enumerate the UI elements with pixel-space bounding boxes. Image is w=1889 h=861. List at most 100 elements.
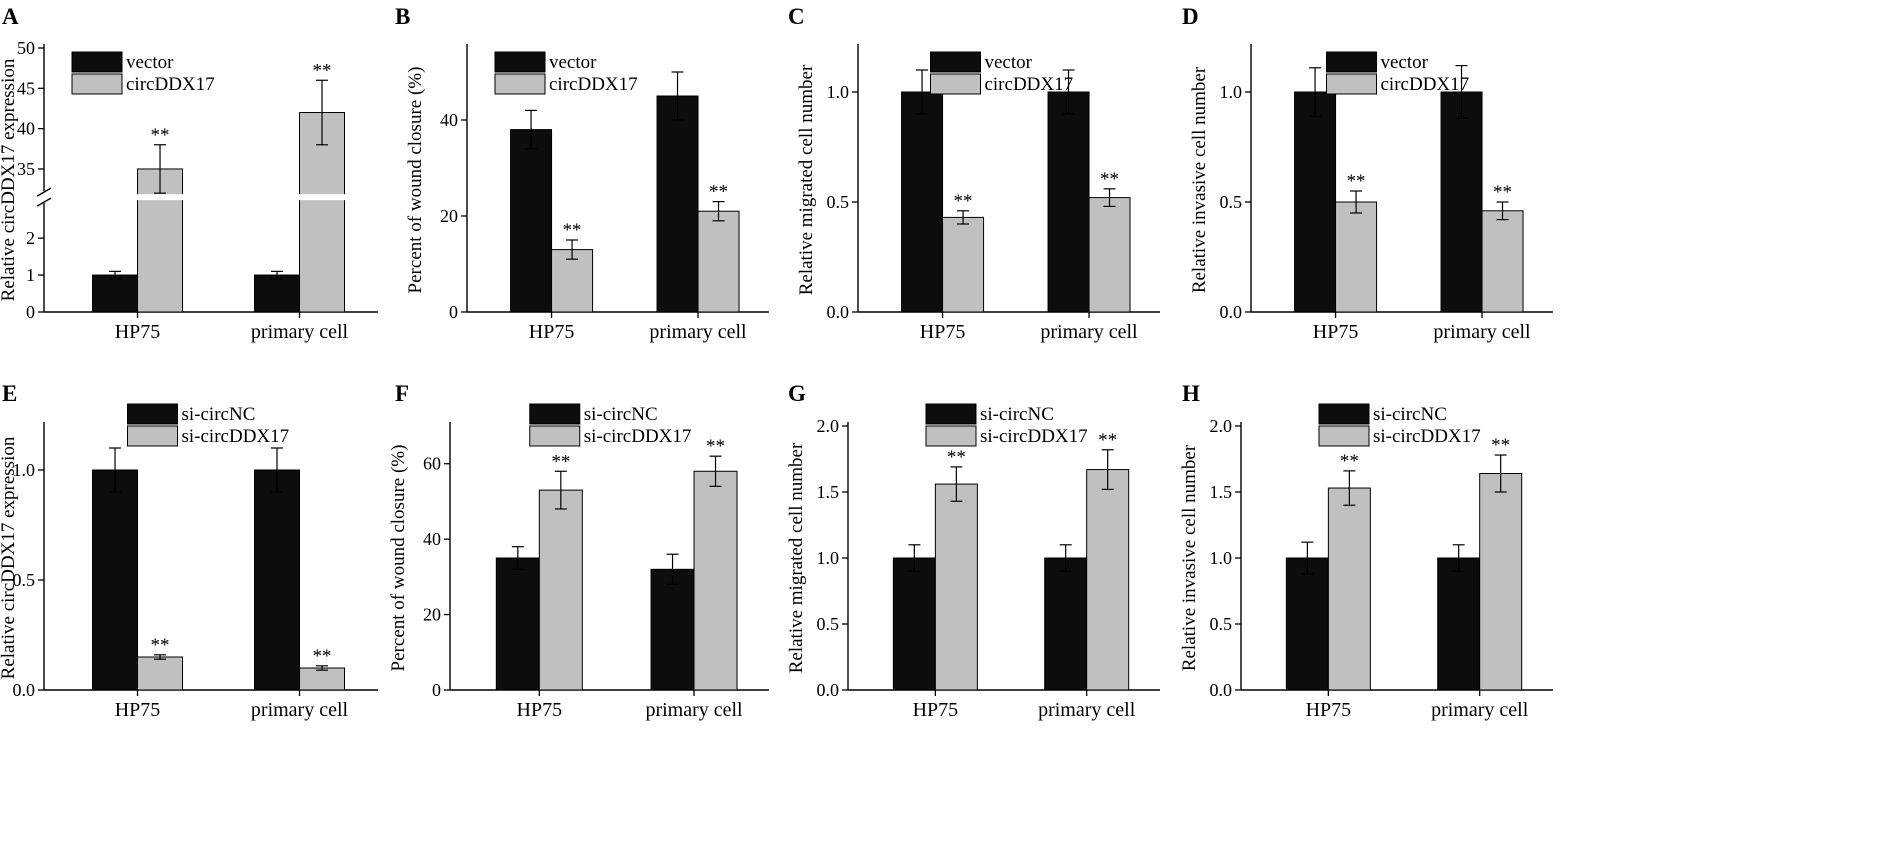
legend-swatch (494, 73, 546, 95)
bar (1479, 473, 1523, 691)
panel-letter: D (1182, 4, 1199, 29)
bar (1481, 210, 1524, 313)
panel-letter: G (788, 381, 806, 406)
panel-letter: H (1182, 381, 1200, 406)
y-tick-label: 0.0 (817, 680, 840, 700)
bar (1086, 469, 1130, 691)
y-tick-label: 0 (26, 302, 35, 322)
panel-f: F 0 20 40 60 Percent of wound closure (%) HP75… (388, 381, 769, 721)
significance-marker: ** (1493, 182, 1512, 203)
x-tick-label: primary cell (649, 321, 747, 343)
y-axis-title: Relative invasive cell number (1189, 66, 1210, 293)
bar (1294, 91, 1337, 313)
x-tick-label: primary cell (251, 699, 349, 721)
bar (254, 274, 301, 313)
bar (1047, 91, 1090, 313)
legend-swatch (127, 425, 178, 447)
bar (137, 656, 184, 691)
legend-swatch (925, 403, 977, 425)
x-tick-label: HP75 (517, 699, 563, 721)
panel-letter: B (395, 4, 410, 29)
bar (1327, 487, 1371, 691)
y-tick-label: 1.0 (817, 548, 840, 568)
x-tick-label: HP75 (1306, 699, 1352, 721)
legend-label: si-circDDX17 (584, 426, 692, 447)
panel-letter: E (2, 381, 17, 406)
bar-break-gap (298, 194, 346, 201)
bar (1285, 557, 1329, 691)
y-tick-label: 0.5 (817, 614, 840, 634)
legend-label: vector (126, 52, 174, 73)
legend-label: vector (1381, 52, 1429, 73)
bar (92, 274, 139, 313)
significance-marker: ** (313, 60, 332, 81)
y-tick-label: 1.5 (817, 482, 840, 502)
bar-break-gap (136, 194, 184, 201)
significance-marker: ** (1098, 430, 1117, 451)
y-tick-label: 40 (440, 110, 458, 130)
x-tick-label: primary cell (251, 321, 349, 343)
legend-label: circDDX17 (549, 74, 638, 95)
y-tick-label: 2.0 (817, 416, 840, 436)
legend-swatch (494, 51, 546, 73)
bar (697, 210, 740, 313)
legend-swatch (71, 51, 123, 73)
x-tick-label: HP75 (115, 321, 161, 343)
y-tick-label: 60 (423, 454, 441, 474)
x-tick-label: HP75 (115, 699, 161, 721)
significance-marker: ** (709, 182, 728, 203)
panel-b: B 0 20 40 Percent of wound closure (%) HP75 **… (395, 4, 769, 343)
legend-label: vector (549, 52, 597, 73)
legend-swatch (925, 425, 977, 447)
bar (892, 557, 936, 691)
significance-marker: ** (1340, 451, 1359, 472)
bar (92, 469, 139, 691)
y-tick-label: 20 (423, 605, 441, 625)
significance-marker: ** (151, 125, 170, 146)
bar (1437, 557, 1481, 691)
x-tick-label: primary cell (1433, 321, 1531, 343)
legend-swatch (1318, 425, 1370, 447)
legend-label: si-circNC (1373, 404, 1447, 425)
legend-swatch (929, 51, 981, 73)
significance-marker: ** (1347, 171, 1366, 192)
significance-marker: ** (947, 447, 966, 468)
bar (693, 470, 738, 691)
y-tick-label: 0.0 (1220, 302, 1243, 322)
panel-g: G 0.0 0.5 1.0 1.5 2.0 Relative migrated cell n… (786, 381, 1160, 721)
significance-marker: ** (551, 451, 570, 472)
legend-label: si-circDDX17 (1373, 426, 1481, 447)
y-tick-label: 0.5 (827, 192, 850, 212)
bar (650, 568, 695, 691)
bar (1088, 197, 1131, 313)
y-tick-label: 50 (17, 38, 35, 58)
legend-label: si-circNC (980, 404, 1054, 425)
significance-marker: ** (1491, 435, 1510, 456)
significance-marker: ** (1100, 169, 1119, 190)
panel-d: D 0.0 0.5 1.0 Relative invasive cell number H… (1182, 4, 1553, 343)
bar (942, 216, 985, 313)
panel-letter: F (395, 381, 409, 406)
y-axis-title: Relative circDDX17 expression (0, 436, 19, 679)
y-tick-label: 0.0 (13, 680, 36, 700)
y-tick-label: 1.0 (827, 82, 850, 102)
x-tick-label: HP75 (1313, 321, 1359, 343)
y-axis-title: Percent of wound closure (%) (388, 445, 409, 672)
legend-label: si-circNC (182, 404, 256, 425)
bar (1044, 557, 1088, 691)
legend-swatch (1326, 73, 1377, 95)
bar (254, 469, 301, 691)
y-tick-label: 0.5 (1220, 192, 1243, 212)
legend-label: vector (984, 52, 1032, 73)
x-tick-label: primary cell (1038, 699, 1136, 721)
y-tick-label: 0.0 (827, 302, 850, 322)
panel-h: H 0.0 0.5 1.0 1.5 2.0 Relative invasive cell n… (1179, 381, 1553, 721)
legend-swatch (71, 73, 123, 95)
y-tick-label: 1.0 (1210, 548, 1233, 568)
y-axis-title: Relative migrated cell number (796, 64, 817, 295)
y-tick-label: 1.5 (1210, 482, 1233, 502)
x-tick-label: HP75 (920, 321, 966, 343)
legend-swatch (127, 403, 178, 425)
